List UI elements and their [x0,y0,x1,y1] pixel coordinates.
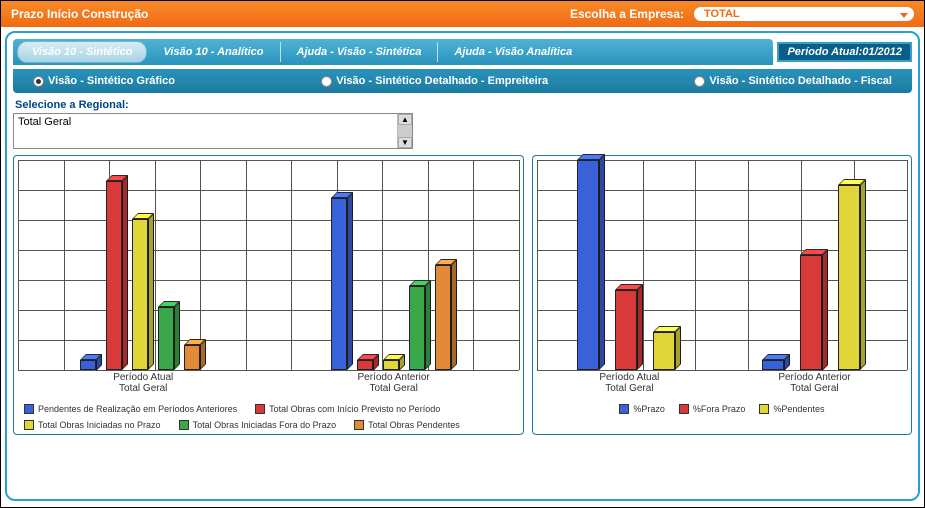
chart-left-xlabels: Período AtualTotal GeralPeríodo Anterior… [18,372,519,394]
radio-dot-icon [321,76,332,87]
chart-right [537,160,907,370]
listbox-scrollbar[interactable]: ▲ ▼ [397,114,412,148]
scroll-down-icon[interactable]: ▼ [398,137,412,148]
chart-panel-right: Período AtualTotal GeralPeríodo Anterior… [532,155,912,435]
view-radio-bar: Visão - Sintético Gráfico Visão - Sintét… [13,69,912,93]
tab-ajuda-sintetica[interactable]: Ajuda - Visão - Sintética [281,42,439,62]
chart-right-xlabels: Período AtualTotal GeralPeríodo Anterior… [537,372,907,394]
radio-detalhado-fiscal[interactable]: Visão - Sintético Detalhado - Fiscal [694,75,892,87]
chart-left-legend: Pendentes de Realização em Períodos Ante… [18,404,519,430]
regional-listbox[interactable]: Total Geral ▲ ▼ [13,113,413,149]
scroll-up-icon[interactable]: ▲ [398,114,412,125]
period-badge: Período Atual:01/2012 [777,42,912,62]
main-panel: Visão 10 - Sintético Visão 10 - Analític… [5,31,920,501]
tab-analitico[interactable]: Visão 10 - Analítico [147,42,280,62]
chart-left [18,160,519,370]
regional-label: Selecione a Regional: [15,99,910,111]
company-label: Escolha a Empresa: [570,7,684,21]
scroll-track[interactable] [398,125,412,137]
radio-dot-icon [33,76,44,87]
page-title: Prazo Início Construção [11,7,148,21]
tab-active[interactable]: Visão 10 - Sintético [17,41,147,63]
radio-detalhado-empreiteira[interactable]: Visão - Sintético Detalhado - Empreiteir… [321,75,548,87]
tab-ajuda-analitica[interactable]: Ajuda - Visão Analítica [438,42,588,62]
chart-panel-left: Período AtualTotal GeralPeríodo Anterior… [13,155,524,435]
radio-sintetico-grafico[interactable]: Visão - Sintético Gráfico [33,75,175,87]
company-select-value: TOTAL [704,8,740,20]
tab-bar: Visão 10 - Sintético Visão 10 - Analític… [13,39,773,65]
radio-dot-icon [694,76,705,87]
regional-selected-item[interactable]: Total Geral [18,116,393,128]
header-bar: Prazo Início Construção Escolha a Empres… [1,1,924,27]
company-select[interactable]: TOTAL [694,7,914,21]
chart-right-legend: %Prazo%Fora Prazo%Pendentes [537,404,907,414]
